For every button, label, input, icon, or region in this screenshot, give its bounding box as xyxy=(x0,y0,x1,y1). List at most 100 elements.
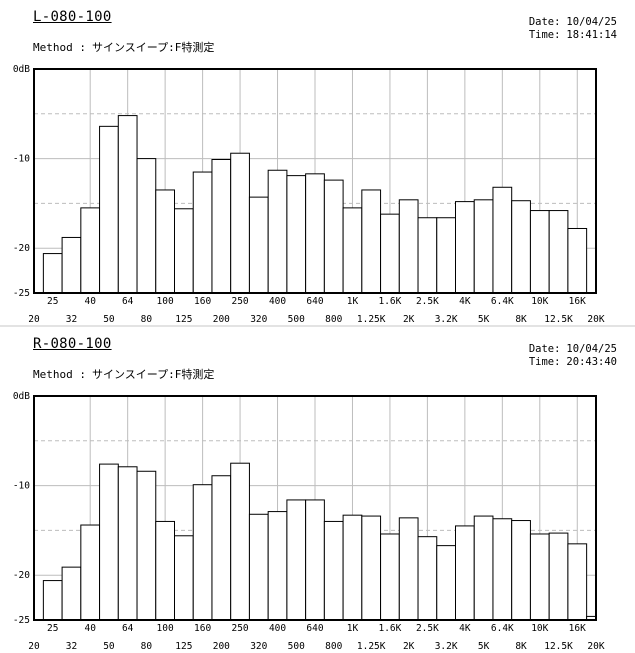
x-tick-label: 1.25K xyxy=(357,641,386,652)
bar xyxy=(192,484,213,621)
bar xyxy=(380,533,400,621)
method-label: Method : xyxy=(33,41,86,54)
chart-title: L-080-100 xyxy=(33,9,112,25)
x-tick-label: 20K xyxy=(587,641,604,652)
x-tick-label: 500 xyxy=(288,314,305,325)
bar xyxy=(455,201,475,294)
bar xyxy=(342,207,363,294)
x-tick-label: 640 xyxy=(306,623,323,634)
x-tick-label: 20 xyxy=(28,641,40,652)
measurement-meta: Date: 10/04/25 Time: 20:43:40 xyxy=(516,343,617,369)
bar xyxy=(492,518,513,621)
date-value: 10/04/25 xyxy=(566,343,617,355)
bar xyxy=(380,213,400,294)
x-tick-label: 20K xyxy=(587,314,604,325)
y-tick-label: -20 xyxy=(13,570,30,581)
x-tick-label: 1.6K xyxy=(378,296,401,307)
x-tick-label: 16K xyxy=(569,296,586,307)
chart-panel-left: L-080-100 Method : サインスイープ:F特測定 Date: 10/0… xyxy=(0,0,635,326)
x-tick-label: 25 xyxy=(47,623,58,634)
x-tick-label: 12.5K xyxy=(544,641,573,652)
x-tick-label: 320 xyxy=(250,641,267,652)
bar xyxy=(417,536,438,621)
date-label: Date: xyxy=(528,343,561,355)
bar xyxy=(323,520,344,621)
bar xyxy=(473,199,494,294)
bar xyxy=(511,200,531,294)
bar xyxy=(248,196,269,294)
bar xyxy=(305,173,325,294)
bar xyxy=(192,171,213,294)
bar xyxy=(342,514,363,621)
x-tick-label: 800 xyxy=(325,641,342,652)
chart-title: R-080-100 xyxy=(33,336,112,352)
bar xyxy=(61,236,82,294)
bar xyxy=(42,580,63,621)
x-tick-label: 64 xyxy=(122,296,134,307)
x-tick-label: 250 xyxy=(231,296,248,307)
panel-divider xyxy=(0,325,635,327)
y-tick-label: -25 xyxy=(13,615,30,626)
bar xyxy=(99,463,119,621)
time-value: 18:41:14 xyxy=(566,29,617,41)
method-value: サインスイープ:F特測定 xyxy=(91,41,215,54)
bar xyxy=(323,179,344,294)
bar xyxy=(248,513,269,621)
bar xyxy=(80,524,101,621)
x-tick-label: 100 xyxy=(157,623,174,634)
x-tick-label: 8K xyxy=(515,641,527,652)
x-tick-label: 400 xyxy=(269,623,286,634)
x-tick-label: 32 xyxy=(66,314,77,325)
x-tick-label: 20 xyxy=(28,314,40,325)
bar xyxy=(417,217,438,294)
bar xyxy=(174,208,194,294)
x-tick-label: 1K xyxy=(347,296,359,307)
x-tick-label: 4K xyxy=(459,623,471,634)
x-tick-label: 5K xyxy=(478,641,490,652)
x-tick-label: 2.5K xyxy=(416,296,439,307)
bar xyxy=(286,175,307,294)
time-label: Time: xyxy=(528,356,561,368)
bar xyxy=(398,199,419,294)
plot-frame xyxy=(33,395,597,621)
bar xyxy=(398,517,419,621)
x-tick-label: 50 xyxy=(103,314,115,325)
bar xyxy=(436,217,456,294)
bar xyxy=(99,125,119,294)
y-tick-label: -10 xyxy=(13,481,30,492)
x-tick-label: 160 xyxy=(194,296,211,307)
x-tick-label: 4K xyxy=(459,296,471,307)
method-line: Method : サインスイープ:F特測定 xyxy=(33,39,214,55)
x-tick-label: 125 xyxy=(175,314,192,325)
x-tick-label: 10K xyxy=(531,296,548,307)
bar xyxy=(511,520,531,621)
x-tick-label: 40 xyxy=(84,296,96,307)
x-tick-label: 640 xyxy=(306,296,323,307)
x-tick-label: 160 xyxy=(194,623,211,634)
bar xyxy=(230,152,250,294)
x-tick-label: 50 xyxy=(103,641,115,652)
x-tick-label: 400 xyxy=(269,296,286,307)
x-tick-label: 8K xyxy=(515,314,527,325)
bar xyxy=(286,499,307,621)
bar xyxy=(211,475,232,621)
bar xyxy=(361,515,382,621)
bar xyxy=(136,158,157,294)
frequency-response-plot: 0dB -10 -20 -25 20 25 32 40 50 64 80 10012516020025… xyxy=(13,64,605,325)
x-tick-label: 125 xyxy=(175,641,192,652)
bar xyxy=(455,525,475,621)
bar xyxy=(136,470,157,621)
bar xyxy=(61,566,82,621)
y-tick-label: -25 xyxy=(13,288,30,299)
bar xyxy=(230,462,250,621)
y-tick-label: 0dB xyxy=(13,391,30,402)
time-label: Time: xyxy=(528,29,561,41)
y-tick-label: -10 xyxy=(13,154,30,165)
method-value: サインスイープ:F特測定 xyxy=(91,368,215,381)
date-label: Date: xyxy=(528,16,561,28)
x-tick-label: 5K xyxy=(478,314,490,325)
x-tick-label: 40 xyxy=(84,623,96,634)
x-tick-label: 6.4K xyxy=(491,296,514,307)
x-tick-label: 320 xyxy=(250,314,267,325)
method-label: Method : xyxy=(33,368,86,381)
